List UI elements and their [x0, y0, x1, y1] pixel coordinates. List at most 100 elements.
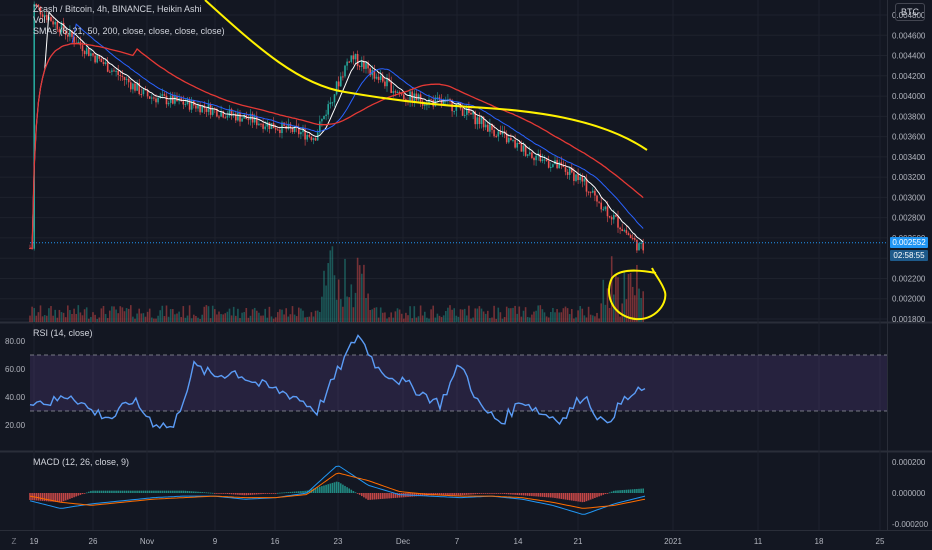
volume-bar	[585, 317, 588, 322]
macd-histogram-bar	[159, 490, 161, 493]
candle-body	[151, 97, 153, 99]
volume-bar	[312, 316, 315, 322]
candle-body	[224, 117, 227, 119]
candle-body	[600, 202, 602, 210]
currency-badge[interactable]: BTC	[895, 3, 925, 21]
drawings[interactable]	[204, 0, 667, 321]
volume-bar	[350, 284, 353, 322]
candle-body	[638, 243, 640, 251]
macd-histogram-bar	[77, 493, 80, 496]
candle-body	[384, 81, 386, 87]
macd-axis[interactable]: 0.000200 0.000000 -0.000200	[892, 458, 929, 529]
volume-bar	[480, 308, 483, 322]
volume-bar	[54, 309, 56, 322]
macd-histogram-bar	[130, 490, 132, 493]
macd-histogram-bar	[501, 493, 504, 494]
macd-histogram-bar	[41, 493, 44, 501]
volume-bar	[151, 317, 153, 322]
time-axis[interactable]: 19 26 Nov 9 16 23 Dec 7 14 21 2021 11 18 25	[30, 537, 885, 546]
price-tick-label: 0.003800	[892, 112, 926, 121]
macd-histogram-bar	[539, 493, 542, 497]
volume-bar	[41, 316, 44, 322]
candle-body	[56, 21, 59, 30]
macd-histogram-bar	[243, 493, 245, 496]
candle-body	[73, 36, 75, 43]
volume-bar	[535, 310, 537, 322]
macd-histogram-bar	[325, 484, 327, 493]
volume-bar	[165, 305, 168, 322]
volume-bar	[510, 308, 512, 322]
candle-body	[604, 206, 607, 210]
candle-body	[39, 6, 42, 15]
macd-histogram-bar	[394, 493, 397, 498]
macd-histogram-bar	[109, 490, 111, 493]
macd-histogram-bar	[600, 493, 602, 496]
rsi-axis[interactable]: 80.00 60.00 40.00 20.00	[5, 337, 26, 430]
candle-body	[550, 166, 552, 168]
volume-bar	[449, 305, 451, 322]
volume-label[interactable]: Vol	[33, 15, 46, 25]
candle-body	[127, 78, 130, 83]
macd-histogram-bar	[256, 493, 258, 495]
macd-histogram-bar	[83, 493, 86, 494]
volume-bar	[489, 318, 491, 322]
rsi-legend: RSI (14, close)	[33, 328, 93, 339]
macd-histogram-bar	[85, 492, 88, 494]
volume-bar	[226, 311, 229, 322]
macd-pane[interactable]	[29, 465, 646, 515]
volume-bar	[266, 317, 269, 322]
macd-histogram-bar	[153, 490, 155, 493]
candle-body	[331, 102, 334, 104]
volume-bar	[594, 316, 596, 322]
candle-body	[289, 123, 292, 128]
macd-histogram-bar	[642, 488, 644, 493]
macd-histogram-bar	[281, 492, 283, 494]
volume-bar	[575, 317, 577, 322]
macd-label[interactable]: MACD (12, 26, close, 9)	[33, 457, 130, 467]
sma-label[interactable]: SMAs (8, 21, 50, 200, close, close, clos…	[33, 26, 225, 36]
volume-bar	[505, 306, 508, 322]
volume-bar	[163, 316, 166, 322]
candle-body	[274, 128, 277, 130]
rsi-line	[29, 334, 646, 430]
candle-body	[182, 101, 185, 105]
macd-histogram-bar	[543, 493, 546, 498]
volume-bar	[29, 315, 31, 322]
candle-body	[602, 209, 605, 211]
macd-histogram-bar	[545, 493, 548, 498]
candle-body	[428, 99, 430, 105]
candle-body	[41, 14, 44, 17]
candle-body	[180, 98, 182, 102]
volume-bar	[495, 318, 497, 322]
macd-histogram-bar	[375, 493, 378, 500]
candle-body	[598, 201, 600, 203]
candle-body	[361, 61, 363, 67]
volume-bar	[371, 309, 374, 322]
volume-bar	[520, 316, 523, 322]
macd-histogram-bar	[266, 493, 269, 494]
timezone-icon[interactable]: Z	[12, 537, 17, 546]
macd-histogram-bar	[312, 488, 315, 493]
volume-bar	[109, 310, 111, 322]
volume-bar	[323, 270, 325, 322]
candle-body	[157, 97, 159, 103]
volume-bar	[270, 316, 273, 322]
volume-bar	[60, 312, 63, 322]
rsi-pane[interactable]	[29, 334, 887, 430]
volume-bar	[587, 306, 590, 322]
volume-bar	[579, 306, 581, 322]
volume-bar	[634, 295, 636, 322]
candles[interactable]	[29, 1, 644, 254]
price-axis[interactable]: 0.004800 0.004600 0.004400 0.004200 0.004000…	[892, 11, 926, 324]
volume-bar	[289, 314, 292, 322]
macd-histogram-bar	[505, 493, 508, 495]
volume-bar	[224, 313, 227, 322]
macd-histogram-bar	[373, 493, 376, 500]
symbol-title[interactable]: Zcash / Bitcoin, 4h, BINANCE, Heikin Ash…	[33, 4, 202, 14]
volume-bar	[617, 277, 619, 322]
candle-body	[62, 22, 65, 32]
macd-histogram-bar	[442, 493, 445, 496]
macd-histogram-bar	[396, 493, 399, 498]
rsi-label[interactable]: RSI (14, close)	[33, 328, 93, 338]
